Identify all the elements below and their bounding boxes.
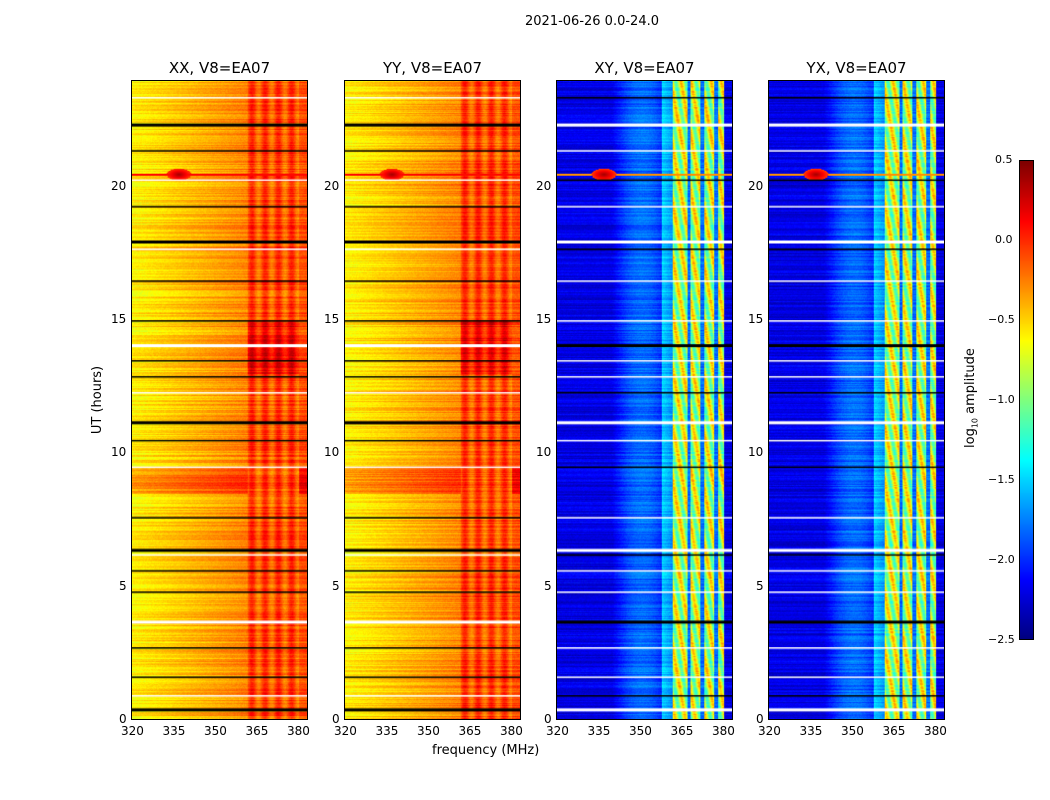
heatmap-cells: [769, 81, 944, 719]
colorbar-tick-label: −1.0: [988, 393, 1015, 406]
x-tick-label: 335: [162, 724, 186, 738]
y-tick-label: 15: [748, 312, 764, 326]
y-tick-label: 0: [332, 712, 340, 726]
colorbar-tick-label: −0.5: [988, 313, 1015, 326]
y-tick-label: 5: [332, 578, 340, 593]
x-tick-label: 320: [546, 724, 569, 738]
panel-title: XX, V8=EA07: [168, 59, 271, 77]
y-tick-label: 15: [324, 312, 340, 326]
y-tick-label: 10: [536, 445, 552, 460]
y-tick-label: 20: [111, 178, 127, 193]
colorbar-tick-label: −2.0: [988, 553, 1015, 566]
y-tick-label: 15: [111, 312, 127, 326]
x-tick-label: 335: [375, 724, 399, 738]
x-tick-label: 380: [499, 724, 523, 738]
y-tick-label: 10: [111, 445, 127, 460]
x-tick-label: 365: [458, 724, 482, 738]
suptitle: 2021-06-26 0.0-24.0: [525, 14, 659, 29]
colorbar-label-rest: amplitude: [963, 348, 978, 418]
x-tick-label: 380: [923, 724, 947, 738]
x-tick-label: 365: [882, 724, 906, 738]
heatmap-panel-yx: [768, 80, 945, 720]
y-tick-label: 10: [324, 445, 340, 460]
x-tick-label: 350: [840, 724, 864, 738]
x-tick-label: 320: [758, 724, 781, 738]
colorbar-tick-label: −1.5: [988, 473, 1015, 486]
heatmap-panel-xx: [131, 80, 308, 720]
x-tick-label: 350: [628, 724, 652, 738]
y-tick-label: 20: [324, 178, 340, 193]
y-tick-label: 10: [748, 445, 764, 460]
colorbar-tick-label: 0.0: [995, 233, 1013, 246]
heatmap-panel-yy: [344, 80, 521, 720]
colorbar-label-log: log: [963, 428, 978, 448]
x-tick-label: 320: [334, 724, 357, 738]
colorbar: [1019, 160, 1034, 640]
y-tick-label: 5: [756, 578, 764, 593]
panel-title: YX, V8=EA07: [806, 59, 907, 77]
y-tick-label: 0: [756, 712, 764, 726]
colorbar-tick-label: −2.5: [988, 633, 1015, 646]
x-axis-label: frequency (MHz): [432, 743, 540, 758]
y-axis-label: UT (hours): [90, 365, 105, 435]
x-tick-label: 320: [121, 724, 144, 738]
x-tick-label: 365: [670, 724, 694, 738]
colorbar-tick-label: 0.5: [995, 153, 1013, 166]
y-tick-label: 0: [544, 712, 552, 726]
x-tick-label: 335: [799, 724, 823, 738]
colorbar-label: log10 amplitude: [963, 348, 980, 448]
y-tick-label: 15: [536, 312, 552, 326]
colorbar-label-sub: 10: [970, 417, 980, 429]
x-tick-label: 335: [587, 724, 611, 738]
heatmap-cells: [345, 81, 520, 719]
y-tick-label: 20: [748, 178, 764, 193]
panel-title: YY, V8=EA07: [382, 59, 483, 77]
x-tick-label: 350: [203, 724, 227, 738]
x-tick-label: 365: [245, 724, 269, 738]
y-tick-label: 5: [119, 578, 127, 593]
y-tick-label: 0: [119, 712, 127, 726]
heatmap-panel-xy: [556, 80, 733, 720]
heatmap-cells: [557, 81, 732, 719]
x-tick-label: 380: [711, 724, 735, 738]
y-tick-label: 20: [536, 178, 552, 193]
x-tick-label: 350: [416, 724, 440, 738]
y-tick-label: 5: [544, 578, 552, 593]
panel-title: XY, V8=EA07: [594, 59, 695, 77]
x-tick-label: 380: [286, 724, 310, 738]
heatmap-cells: [132, 81, 307, 719]
